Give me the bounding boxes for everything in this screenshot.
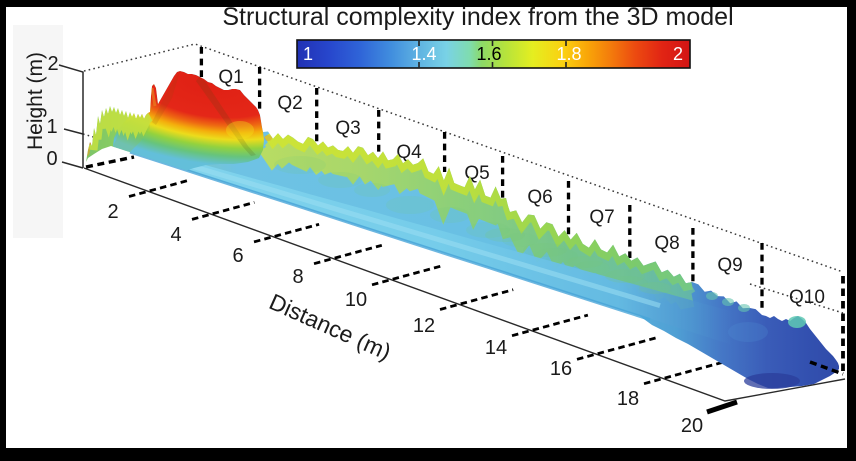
svg-text:18: 18 [617,388,639,410]
svg-text:Height (m): Height (m) [24,52,47,150]
svg-text:1.6: 1.6 [476,44,501,64]
svg-text:2: 2 [673,44,683,64]
svg-text:Q7: Q7 [589,207,614,228]
svg-text:1.8: 1.8 [556,44,581,64]
svg-text:4: 4 [170,224,181,246]
svg-text:8: 8 [292,266,303,288]
svg-text:14: 14 [485,337,507,359]
svg-text:6: 6 [232,245,243,267]
svg-text:20: 20 [681,415,703,437]
svg-text:1: 1 [46,116,57,138]
svg-text:2: 2 [47,53,58,75]
svg-text:Q4: Q4 [396,142,422,163]
svg-text:Q3: Q3 [335,118,360,139]
svg-text:2: 2 [107,201,118,223]
svg-text:12: 12 [413,315,435,337]
svg-text:16: 16 [550,358,572,380]
svg-text:10: 10 [345,289,367,311]
svg-text:Q2: Q2 [277,93,302,114]
svg-text:0: 0 [46,148,57,170]
svg-text:1: 1 [303,44,313,64]
svg-text:Q10: Q10 [789,287,825,308]
svg-text:Structural complexity index fr: Structural complexity index from the 3D … [222,3,733,31]
svg-text:Q9: Q9 [717,255,742,276]
svg-text:Q8: Q8 [654,233,679,254]
svg-text:Q1: Q1 [218,67,243,88]
svg-text:Q6: Q6 [527,187,552,208]
svg-text:1.4: 1.4 [411,44,436,64]
